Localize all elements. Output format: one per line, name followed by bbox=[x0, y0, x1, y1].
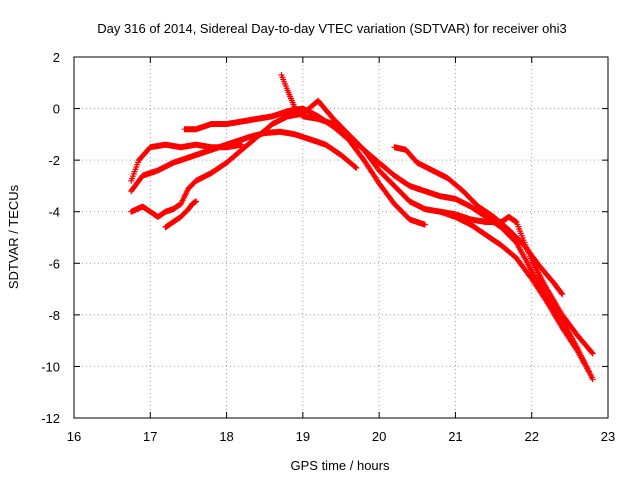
data-marker-path bbox=[128, 97, 592, 375]
x-tick-label: 22 bbox=[524, 429, 538, 444]
data-marker-path bbox=[437, 208, 596, 357]
x-tick-label: 19 bbox=[296, 429, 310, 444]
y-tick-label: -10 bbox=[41, 359, 60, 374]
x-tick-label: 23 bbox=[601, 429, 615, 444]
data-points bbox=[128, 72, 596, 383]
y-tick-label: -2 bbox=[48, 153, 60, 168]
series-arc-8 bbox=[437, 208, 596, 357]
y-axis-title: SDTVAR / TECUs bbox=[6, 184, 21, 289]
series-arc-6 bbox=[278, 72, 596, 383]
data-marker-path bbox=[278, 72, 596, 383]
y-tick-label: 0 bbox=[53, 102, 60, 117]
y-tick-label: 2 bbox=[53, 50, 60, 65]
plot-frame bbox=[73, 56, 609, 419]
y-tick-label: -4 bbox=[48, 205, 60, 220]
x-tick-label: 20 bbox=[372, 429, 386, 444]
x-tick-label: 18 bbox=[219, 429, 233, 444]
x-tick-label: 21 bbox=[448, 429, 462, 444]
x-tick-label: 17 bbox=[143, 429, 157, 444]
chart-title: Day 316 of 2014, Sidereal Day-to-day VTE… bbox=[97, 21, 566, 36]
x-tick-label: 16 bbox=[67, 429, 81, 444]
data-marker-path bbox=[162, 198, 200, 231]
y-tick-label: -12 bbox=[41, 411, 60, 426]
y-tick-label: -8 bbox=[48, 308, 60, 323]
x-axis-title: GPS time / hours bbox=[291, 458, 390, 473]
series-arc-5 bbox=[162, 198, 200, 231]
y-tick-label: -6 bbox=[48, 256, 60, 271]
series-arc-4 bbox=[128, 97, 592, 375]
